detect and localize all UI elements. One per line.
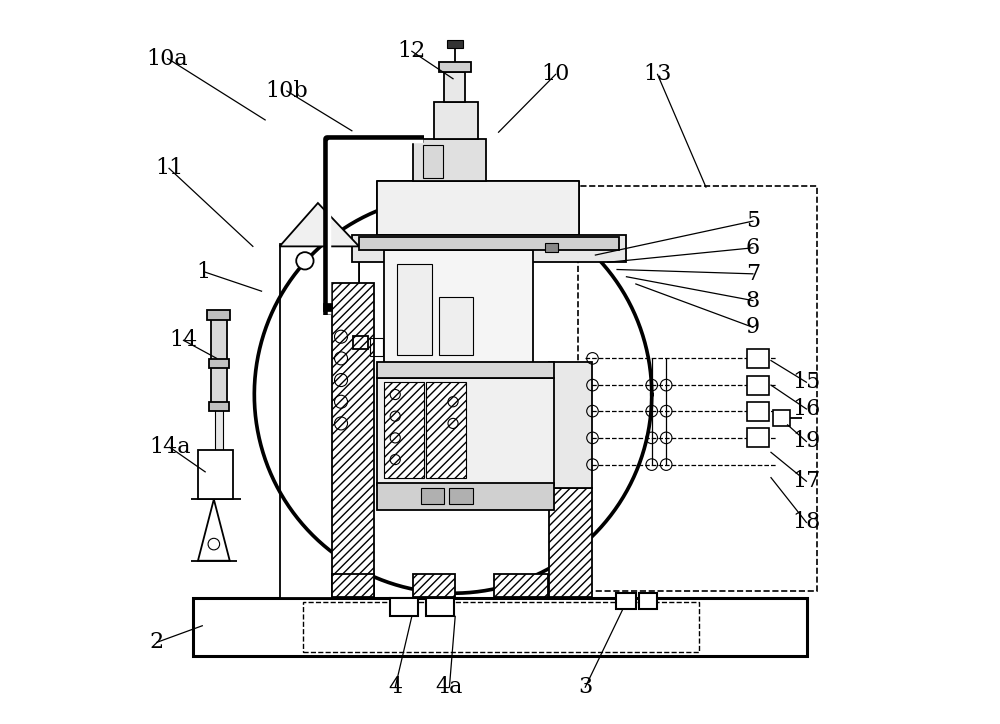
Bar [207,310,230,320]
Text: 9: 9 [746,316,760,338]
Bar [423,146,443,177]
Text: 3: 3 [578,676,592,698]
Bar [377,362,554,378]
Bar [332,282,374,597]
Bar [444,72,465,102]
Bar [449,489,473,505]
Polygon shape [198,500,230,560]
Bar [439,297,473,355]
Bar [747,429,769,447]
Bar [494,573,548,597]
Bar [549,489,592,597]
Bar [303,602,699,652]
Bar [747,402,769,421]
Bar [773,410,790,426]
Bar [578,186,817,591]
Bar [426,598,454,616]
Text: 5: 5 [746,210,760,232]
Bar [447,41,463,48]
Bar [434,102,478,140]
Bar [397,264,432,355]
Bar [211,319,227,409]
Text: 16: 16 [792,398,821,420]
Bar [193,598,807,656]
Bar [549,362,592,489]
Bar [209,403,229,411]
Text: 4a: 4a [436,676,463,698]
Bar [377,378,554,485]
Text: 7: 7 [746,263,760,285]
Bar [384,250,533,369]
Bar [384,382,424,478]
Text: 14: 14 [169,329,198,351]
Text: 4: 4 [388,676,402,698]
Bar [370,338,383,356]
Bar [209,359,229,368]
Bar [545,243,558,252]
Bar [280,244,359,598]
Bar [390,598,418,616]
Polygon shape [280,203,359,246]
Bar [332,573,374,597]
Text: 2: 2 [150,631,164,653]
Text: 12: 12 [398,41,426,62]
Bar [359,237,619,250]
Text: 1: 1 [197,261,211,282]
Bar [747,376,769,395]
Bar [413,140,486,181]
Circle shape [296,252,314,269]
Text: 13: 13 [643,64,672,85]
Bar [413,573,455,597]
Bar [353,336,368,349]
Circle shape [208,539,220,550]
Text: 14a: 14a [149,437,191,458]
Bar [426,382,466,478]
Bar [747,349,769,368]
Text: 19: 19 [792,431,821,452]
Text: 8: 8 [746,290,760,311]
Text: 10a: 10a [147,48,188,70]
Text: 15: 15 [792,371,821,393]
Text: 17: 17 [792,470,821,492]
Bar [616,593,636,609]
Text: 18: 18 [792,511,821,534]
Bar [377,483,554,510]
Bar [377,181,579,235]
Text: 11: 11 [155,157,183,180]
Bar [323,303,332,311]
Text: 6: 6 [746,237,760,258]
Bar [198,450,233,500]
Text: 10b: 10b [265,80,308,102]
Bar [215,408,223,452]
Bar [352,235,626,262]
Text: 10: 10 [541,64,570,85]
Bar [421,489,444,505]
Bar [639,593,657,609]
Bar [439,62,471,72]
